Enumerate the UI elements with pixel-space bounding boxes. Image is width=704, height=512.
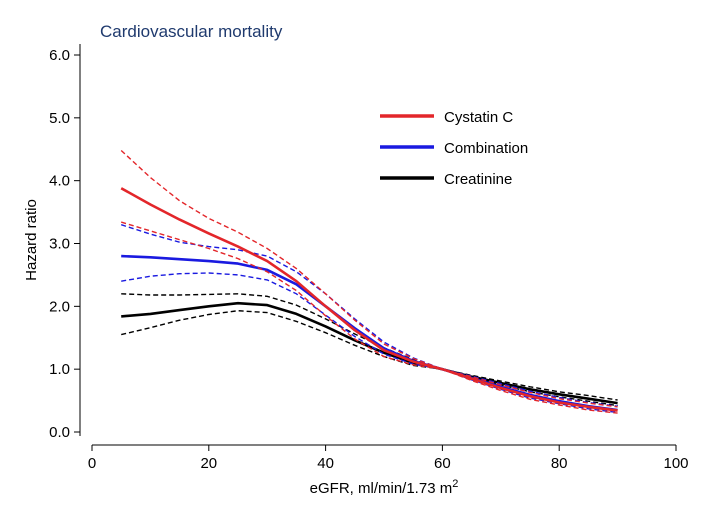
y-ticks: 0.0 1.0 2.0 3.0 4.0 5.0 6.0 xyxy=(49,47,80,441)
x-tick-label: 40 xyxy=(317,455,334,472)
x-tick-label: 80 xyxy=(551,455,568,472)
cystatin-c-lower-ci-line xyxy=(120,221,618,414)
cystatin-c-line xyxy=(120,187,618,412)
x-tick-label: 20 xyxy=(200,455,217,472)
x-axis-label: eGFR, ml/min/1.73 m2 xyxy=(310,478,459,497)
y-axis-label: Hazard ratio xyxy=(23,199,40,281)
legend-label-creatinine: Creatinine xyxy=(444,171,512,188)
legend-label-combination: Combination xyxy=(444,140,528,157)
y-tick-label: 4.0 xyxy=(49,173,70,190)
combination-lower-ci-line xyxy=(121,272,618,414)
y-tick-label: 5.0 xyxy=(49,110,70,127)
y-tick-label: 6.0 xyxy=(49,47,70,64)
legend-label-cystatin-c: Cystatin C xyxy=(444,109,513,126)
y-tick-label: 2.0 xyxy=(49,298,70,315)
combination-upper-ci-line xyxy=(120,224,618,407)
creatinine-lower-ci-line xyxy=(121,309,618,407)
x-axis-label-text: eGFR, ml/min/1.73 m xyxy=(310,480,453,497)
chart-title: Cardiovascular mortality xyxy=(100,22,283,41)
cystatin-c-upper-ci-line xyxy=(120,149,618,408)
x-tick-label: 60 xyxy=(434,455,451,472)
series-layer xyxy=(120,149,618,414)
x-tick-label: 100 xyxy=(663,455,688,472)
y-tick-label: 3.0 xyxy=(49,236,70,253)
y-tick-label: 0.0 xyxy=(49,424,70,441)
x-tick-label: 0 xyxy=(88,455,96,472)
legend: Cystatin C Combination Creatinine xyxy=(380,109,528,188)
x-ticks: 0 20 40 60 80 100 xyxy=(88,445,689,472)
x-axis-label-superscript: 2 xyxy=(452,478,458,490)
creatinine-line xyxy=(121,301,618,405)
y-tick-label: 1.0 xyxy=(49,361,70,378)
